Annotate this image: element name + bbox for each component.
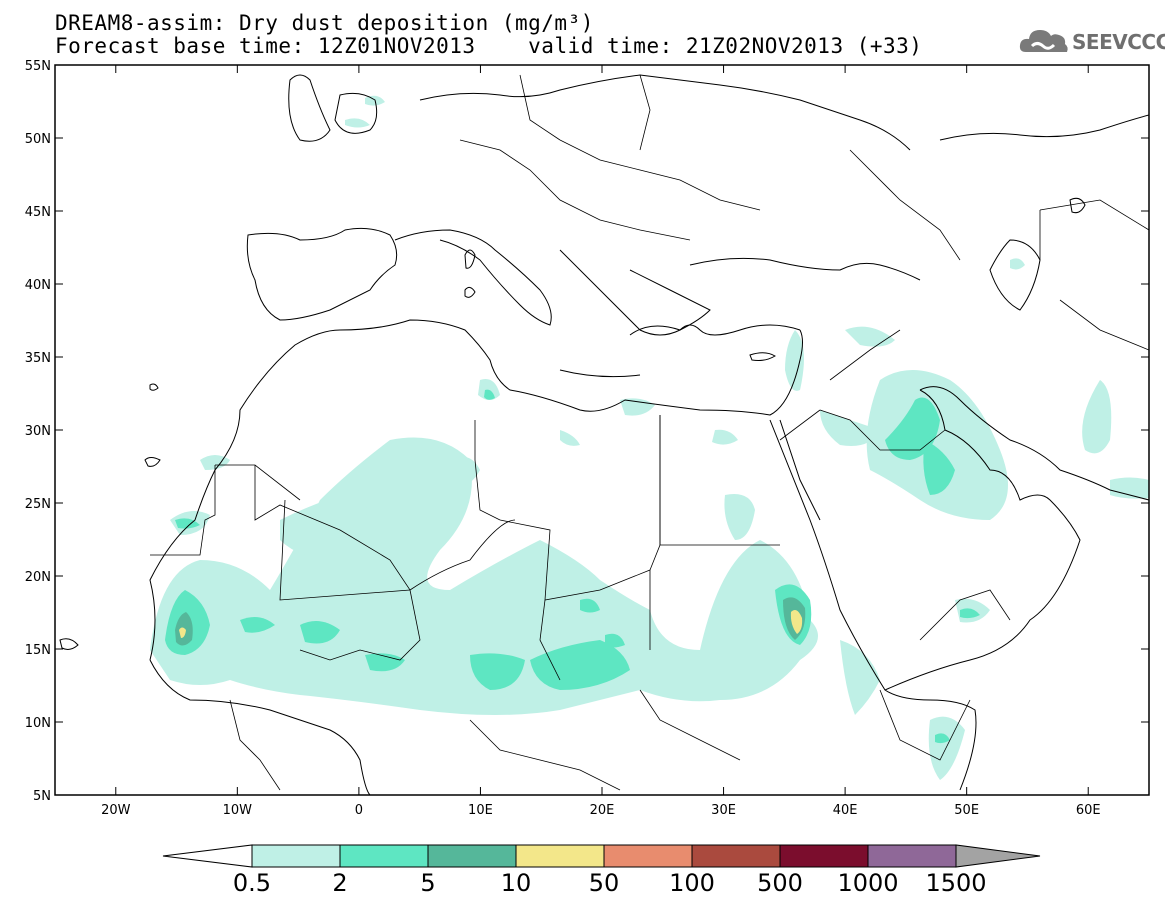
colorbar-swatch (603, 844, 693, 868)
latitude-ticks: 55N 50N 45N 40N 35N 30N 25N 20N 15N 10N 5N (25, 59, 1149, 804)
colorbar-label: 1000 (837, 869, 898, 897)
lon-tick-label: 60E (1076, 803, 1101, 818)
chart-subtitle: Forecast base time: 12Z01NOV2013 valid t… (55, 35, 922, 57)
lon-tick-label: 10E (468, 803, 493, 818)
deposition-10 (179, 610, 803, 638)
lat-tick-label: 20N (25, 570, 51, 585)
lon-tick-label: 50E (954, 803, 979, 818)
coastlines (149, 74, 1149, 795)
lat-tick-label: 30N (25, 424, 51, 439)
colorbar-label: 5 (420, 869, 435, 897)
colorbar-label: 1500 (925, 869, 986, 897)
lat-tick-label: 5N (33, 789, 51, 804)
lat-tick-label: 55N (25, 59, 51, 74)
lat-tick-label: 15N (25, 643, 51, 658)
lon-tick-label: 10W (223, 803, 253, 818)
lat-tick-label: 25N (25, 497, 51, 512)
colorbar-label: 100 (669, 869, 715, 897)
valid-time: valid time: 21Z02NOV2013 (+33) (528, 34, 923, 58)
colorbar-label: 10 (501, 869, 532, 897)
colorbar-swatch (515, 844, 605, 868)
seevccc-logo: SEEVCCC (1018, 22, 1165, 60)
lakes-islands (59, 197, 1086, 650)
lon-tick-label: 30E (711, 803, 736, 818)
lat-tick-label: 50N (25, 132, 51, 147)
logo-text: SEEVCCC (1072, 30, 1165, 54)
colorbar-swatch (339, 844, 429, 868)
colorbar-label: 50 (589, 869, 620, 897)
colorbar-swatch (867, 844, 957, 868)
map-content (59, 74, 1149, 795)
lon-tick-label: 20W (101, 803, 131, 818)
colorbar-swatch (691, 844, 781, 868)
deposition-0.5 (150, 95, 1149, 780)
colorbar-swatch (427, 844, 517, 868)
colorbar-swatch (251, 844, 341, 868)
country-borders (150, 74, 1149, 791)
colorbar-under-triangle (162, 844, 253, 868)
lon-tick-label: 20E (590, 803, 615, 818)
base-time: Forecast base time: 12Z01NOV2013 (55, 34, 476, 58)
lon-tick-label: 0 (355, 803, 363, 818)
lat-tick-label: 10N (25, 716, 51, 731)
cloud-icon (1019, 30, 1068, 52)
chart-title: DREAM8-assim: Dry dust deposition (mg/m³… (55, 11, 594, 35)
colorbar-label: 500 (757, 869, 803, 897)
lon-tick-label: 40E (833, 803, 858, 818)
colorbar-over-triangle (955, 844, 1041, 868)
colorbar-label: 2 (332, 869, 347, 897)
lat-tick-label: 40N (25, 278, 51, 293)
colorbar-swatch (779, 844, 869, 868)
longitude-ticks: 20W 10W 0 10E 20E 30E 40E 50E 60E (101, 65, 1101, 818)
colorbar-label: 0.5 (233, 869, 271, 897)
lat-tick-label: 45N (25, 205, 51, 220)
lat-tick-label: 35N (25, 351, 51, 366)
